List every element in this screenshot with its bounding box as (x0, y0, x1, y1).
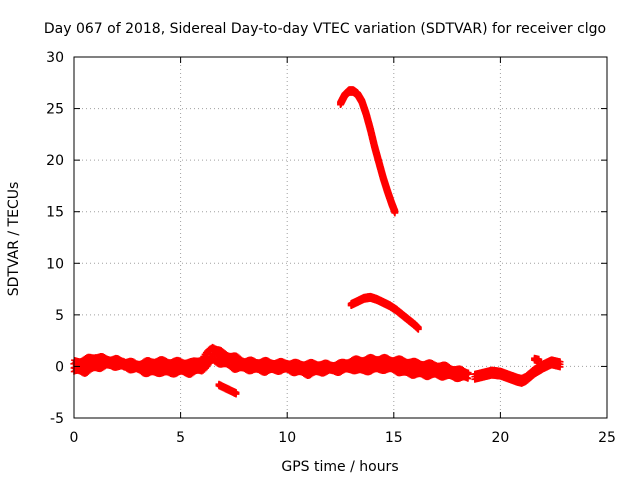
y-tick-label: 25 (46, 102, 64, 118)
x-tick-label: 0 (70, 430, 79, 446)
y-tick-label: 10 (46, 256, 64, 272)
y-tick-label: 5 (55, 308, 64, 324)
x-tick-label: 5 (176, 430, 185, 446)
data-point (414, 325, 422, 333)
data-point (556, 363, 564, 371)
x-tick-label: 20 (491, 430, 509, 446)
plot-data (70, 86, 564, 398)
y-tick-label: -5 (50, 411, 64, 427)
data-point (391, 209, 399, 217)
x-tick-label: 15 (385, 430, 403, 446)
y-tick-label: 20 (46, 153, 64, 169)
x-axis-label: GPS time / hours (281, 459, 398, 475)
y-tick-label: 0 (55, 359, 64, 375)
axis-ticks: 0 5 10 15 20 25 -5 0 5 10 15 20 25 30 (46, 50, 616, 446)
plot-frame (73, 56, 608, 419)
data-point (465, 369, 472, 376)
y-tick-label: 15 (46, 205, 64, 221)
x-tick-label: 25 (598, 430, 616, 446)
x-tick-label: 10 (278, 430, 296, 446)
data-point (535, 357, 543, 365)
chart-title: Day 067 of 2018, Sidereal Day-to-day VTE… (44, 21, 606, 37)
data-point (232, 390, 240, 398)
y-tick-label: 30 (46, 50, 64, 66)
y-axis-label: SDTVAR / TECUs (6, 182, 22, 297)
